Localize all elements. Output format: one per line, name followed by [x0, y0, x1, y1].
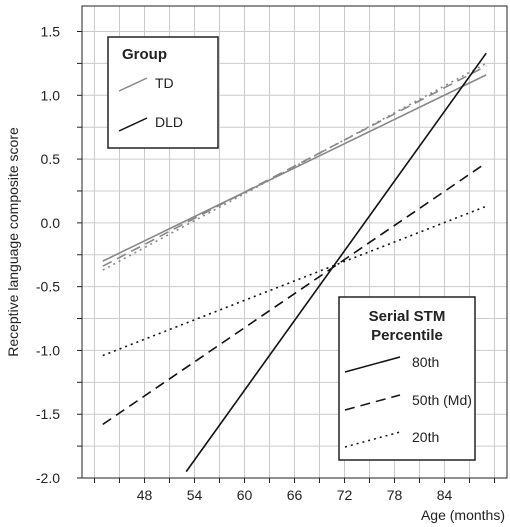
y-tick-label: 0.0: [41, 215, 61, 231]
series-line-dld-solid: [185, 52, 487, 473]
series-line-td-dotted: [102, 62, 487, 271]
y-tick-label: -1.0: [36, 342, 60, 358]
y-axis: -2.0 -1.5 -1.0 -0.5 0.0 0.5 1.0 1.5: [36, 24, 82, 486]
x-tick-label: 72: [337, 487, 353, 503]
x-tick-label: 66: [287, 487, 303, 503]
legend-td-swatch: [118, 77, 148, 92]
x-tick-label: 84: [437, 487, 453, 503]
legend-group: Group TD DLD: [107, 36, 219, 149]
x-tick-label: 48: [137, 487, 153, 503]
x-axis: 48 54 60 66 72 78 84: [94, 478, 495, 503]
legend-20th-label: 20th: [412, 429, 439, 445]
legend-stm-title-line2: Percentile: [371, 327, 443, 344]
y-tick-label: -0.5: [36, 279, 60, 295]
legend-serial-stm: Serial STM Percentile 80th 50th (Md) 20t…: [338, 296, 476, 461]
y-tick-label: -2.0: [36, 470, 60, 486]
y-tick-label: 1.0: [41, 87, 61, 103]
y-tick-label: 0.5: [41, 151, 61, 167]
series-line-dld-dotted: [102, 205, 487, 357]
x-tick-label: 60: [237, 487, 253, 503]
legend-80th-label: 80th: [412, 354, 439, 370]
y-tick-label: 1.5: [41, 24, 61, 40]
x-axis-label: Age (months): [421, 507, 505, 523]
series-group: [102, 52, 487, 473]
legend-stm-title-line1: Serial STM: [369, 308, 446, 325]
x-tick-label: 78: [387, 487, 403, 503]
legend-dld-swatch: [118, 117, 148, 132]
legend-td-label: TD: [155, 75, 174, 91]
legend-80th-swatch: [344, 356, 401, 373]
legend-dld-label: DLD: [155, 114, 183, 130]
legend-group-title: Group: [122, 46, 167, 63]
x-tick-label: 54: [187, 487, 203, 503]
legend-50th-swatch: [344, 394, 401, 411]
series-line-dld-dashed: [102, 162, 487, 426]
series-line-td-dashed: [102, 65, 487, 267]
y-tick-label: -1.5: [36, 406, 60, 422]
series-line-td-solid: [102, 74, 487, 262]
y-axis-label: Receptive language composite score: [5, 127, 21, 357]
legend-50th-label: 50th (Md): [412, 392, 472, 408]
